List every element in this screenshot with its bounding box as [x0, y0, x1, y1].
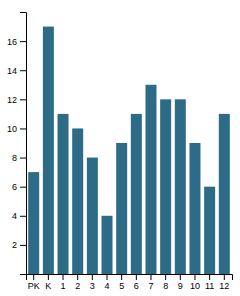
y-tick: 14	[7, 66, 26, 76]
y-tick-mark	[20, 41, 26, 42]
y-tick-mark	[20, 70, 26, 71]
y-tick-label: 4	[12, 211, 17, 221]
y-tick-label: 14	[7, 66, 17, 76]
y-tick: 4	[12, 211, 26, 221]
x-tick-label: 7	[148, 281, 153, 291]
x-tick-mark	[136, 274, 137, 280]
x-tick-label: 10	[190, 281, 200, 291]
x-tick-label: 5	[119, 281, 124, 291]
x-tick-mark	[107, 274, 108, 280]
x-tick-label: 1	[61, 281, 66, 291]
y-tick: 16	[7, 36, 26, 46]
y-tick: 8	[12, 153, 26, 163]
x-tick-label: 12	[219, 281, 229, 291]
y-tick: 2	[12, 240, 26, 250]
x-tick-mark	[150, 274, 151, 280]
x-tick-mark	[121, 274, 122, 280]
bar	[219, 114, 230, 274]
x-tick-mark	[92, 274, 93, 280]
bar	[28, 172, 39, 274]
plot: 246810121416PKK123456789101112	[7, 13, 233, 292]
x-tick: 10	[190, 274, 200, 291]
bar	[87, 158, 98, 274]
x-tick-mark	[165, 274, 166, 280]
x-axis: PKK123456789101112	[27, 274, 233, 291]
bar	[102, 216, 113, 274]
y-tick-label: 16	[7, 36, 17, 46]
y-tick-label: 8	[12, 153, 17, 163]
y-tick-mark	[20, 158, 26, 159]
bar	[43, 27, 54, 274]
x-tick-mark	[194, 274, 195, 280]
x-tick: 3	[90, 274, 95, 291]
x-tick-label: 8	[163, 281, 168, 291]
bars	[28, 27, 230, 274]
x-tick-label: 9	[178, 281, 183, 291]
y-tick: 12	[7, 95, 26, 105]
bar	[131, 114, 142, 274]
x-tick-mark	[63, 274, 64, 280]
y-tick-mark	[20, 187, 26, 188]
chart: 246810121416PKK123456789101112	[0, 0, 240, 296]
x-tick-label: 11	[205, 281, 214, 291]
x-tick-mark	[180, 274, 181, 280]
x-tick: PK	[28, 274, 40, 291]
bar	[145, 85, 156, 274]
x-tick-mark	[209, 274, 210, 280]
x-tick-label: PK	[28, 281, 40, 291]
y-axis-line	[20, 13, 27, 275]
x-tick: 11	[205, 274, 214, 291]
x-tick-label: 4	[104, 281, 109, 291]
x-tick-mark	[48, 274, 49, 280]
bar	[204, 187, 215, 274]
x-tick-label: K	[45, 281, 51, 291]
x-tick: 1	[61, 274, 66, 291]
y-tick-label: 6	[12, 182, 17, 192]
x-tick: 8	[163, 274, 168, 291]
x-tick-label: 6	[134, 281, 139, 291]
bar	[189, 143, 200, 274]
y-tick-label: 12	[7, 95, 17, 105]
x-tick-label: 2	[75, 281, 80, 291]
y-tick-mark	[20, 245, 26, 246]
x-tick: 2	[75, 274, 80, 291]
y-tick-mark	[20, 128, 26, 129]
x-tick: 7	[148, 274, 153, 291]
bar	[160, 99, 171, 274]
x-tick: 4	[104, 274, 109, 291]
x-tick-label: 3	[90, 281, 95, 291]
y-tick: 10	[7, 124, 26, 134]
y-tick-mark	[20, 216, 26, 217]
bar	[72, 128, 83, 274]
x-tick: 6	[134, 274, 139, 291]
x-tick: 9	[178, 274, 183, 291]
y-axis: 2 4 6 8 10 12 14 16	[7, 13, 27, 275]
x-tick: K	[45, 274, 51, 291]
x-tick-mark	[77, 274, 78, 280]
x-axis-line	[27, 275, 233, 281]
bar	[116, 143, 127, 274]
x-tick: 12	[219, 274, 229, 291]
x-tick-mark	[224, 274, 225, 280]
y-tick-mark	[20, 99, 26, 100]
y-tick-label: 2	[12, 240, 17, 250]
bar	[175, 99, 186, 274]
x-tick: 5	[119, 274, 124, 291]
y-tick-label: 10	[7, 124, 17, 134]
y-tick: 6	[12, 182, 26, 192]
bar	[58, 114, 69, 274]
x-tick-mark	[33, 274, 34, 280]
